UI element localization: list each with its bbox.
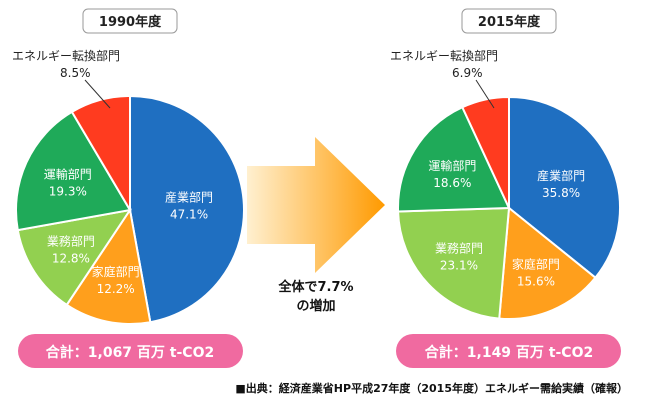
increase-arrow [247, 137, 385, 273]
callout-label-energy-1990: エネルギー転換部門 [12, 48, 120, 63]
total-label-2015: 合計：1,149 百万 t-CO2 [425, 344, 593, 361]
arrow-text-line2: の増加 [296, 298, 335, 314]
slice-label-commercial: 業務部門 [435, 240, 483, 255]
pie-slice-transport-1990年度 [15, 110, 132, 232]
slice-value-transport: 19.3% [49, 185, 87, 199]
chart-title-1990: 1990年度 [99, 14, 162, 30]
total-pill-1990: 合計：1,067 百万 t-CO2 [18, 334, 243, 368]
slice-value-transport: 18.6% [433, 176, 471, 190]
callout-value-energy-2015: 6.9% [452, 66, 483, 80]
year-box-2015: 2015年度 [461, 8, 557, 34]
total-pill-2015: 合計：1,149 百万 t-CO2 [396, 334, 621, 368]
slice-value-industry: 47.1% [170, 208, 208, 222]
pie-slice-energy-1990年度 [70, 94, 131, 214]
callout-leader-2015 [475, 79, 495, 109]
slice-value-commercial: 23.1% [440, 258, 478, 272]
slice-value-household: 12.2% [97, 282, 135, 296]
source-note: ■出典：経済産業省HP平成27年度（2015年度）エネルギー需給実績（確報） [235, 381, 628, 395]
slice-label-transport: 運輸部門 [44, 167, 92, 182]
slice-label-industry: 産業部門 [537, 168, 585, 183]
slice-label-household: 家庭部門 [92, 264, 140, 279]
slice-value-commercial: 12.8% [52, 252, 90, 266]
pie-slice-industry-1990年度 [129, 94, 245, 324]
pie-slice-commercial-1990年度 [16, 208, 133, 307]
slice-label-industry: 産業部門 [165, 190, 213, 205]
pie-slice-household-2015年度 [498, 206, 597, 320]
total-label-1990: 合計：1,067 百万 t-CO2 [46, 344, 214, 361]
year-box-1990: 1990年度 [82, 8, 178, 34]
callout-label-energy-2015: エネルギー転換部門 [390, 48, 498, 63]
callout-leader-1990 [84, 79, 111, 109]
pie-chart-2015: 産業部門 35.8% 家庭部門 15.6% 業務部門 23.1% 運輸部門 18.6% [397, 95, 621, 320]
slice-value-household: 15.6% [517, 274, 555, 288]
slice-value-industry: 35.8% [542, 186, 580, 200]
slice-label-household: 家庭部門 [512, 256, 560, 271]
arrow-text-line1: 全体で7.7% [277, 279, 353, 295]
slice-label-transport: 運輸部門 [428, 158, 476, 173]
pie-chart-1990: 産業部門 47.1% 家庭部門 12.2% 業務部門 12.8% 運輸部門 19.3% [15, 94, 245, 325]
pie-slice-energy-2015年度 [461, 95, 510, 209]
callout-value-energy-1990: 8.5% [60, 66, 91, 80]
pie-slice-commercial-2015年度 [397, 206, 511, 320]
chart-title-2015: 2015年度 [478, 14, 541, 30]
pie-slice-transport-2015年度 [397, 105, 511, 213]
slice-label-commercial: 業務部門 [47, 234, 95, 249]
pie-slice-industry-2015年度 [508, 95, 621, 280]
pie-slice-household-1990年度 [65, 207, 152, 325]
